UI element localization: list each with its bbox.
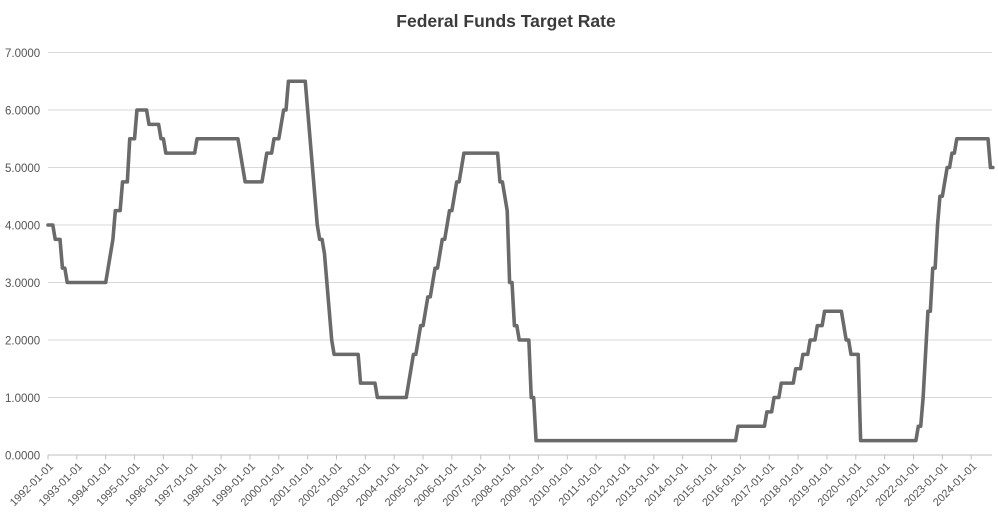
y-tick-label: 3.0000 [5, 278, 40, 290]
x-axis-labels: 1992-01-011993-01-011994-01-011995-01-01… [8, 461, 979, 509]
y-tick-label: 2.0000 [5, 336, 40, 348]
chart-title: Federal Funds Target Rate [396, 11, 616, 31]
y-tick-label: 0.0000 [5, 451, 40, 463]
gridlines [48, 52, 992, 456]
series-line [46, 79, 995, 443]
y-tick-label: 1.0000 [5, 393, 40, 405]
rate-series-line [46, 79, 995, 443]
y-tick-label: 4.0000 [5, 221, 40, 233]
y-axis-labels: 0.0000 1.0000 2.0000 3.0000 4.0000 5.0000 6.00… [5, 48, 40, 463]
y-tick-label: 5.0000 [5, 163, 40, 175]
y-tick-label: 7.0000 [5, 48, 40, 60]
x-axis-ticks [47, 455, 972, 460]
y-tick-label: 6.0000 [5, 106, 40, 118]
